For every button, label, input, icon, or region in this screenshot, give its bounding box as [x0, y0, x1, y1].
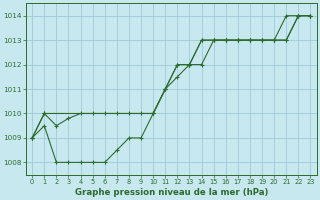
- X-axis label: Graphe pression niveau de la mer (hPa): Graphe pression niveau de la mer (hPa): [75, 188, 268, 197]
